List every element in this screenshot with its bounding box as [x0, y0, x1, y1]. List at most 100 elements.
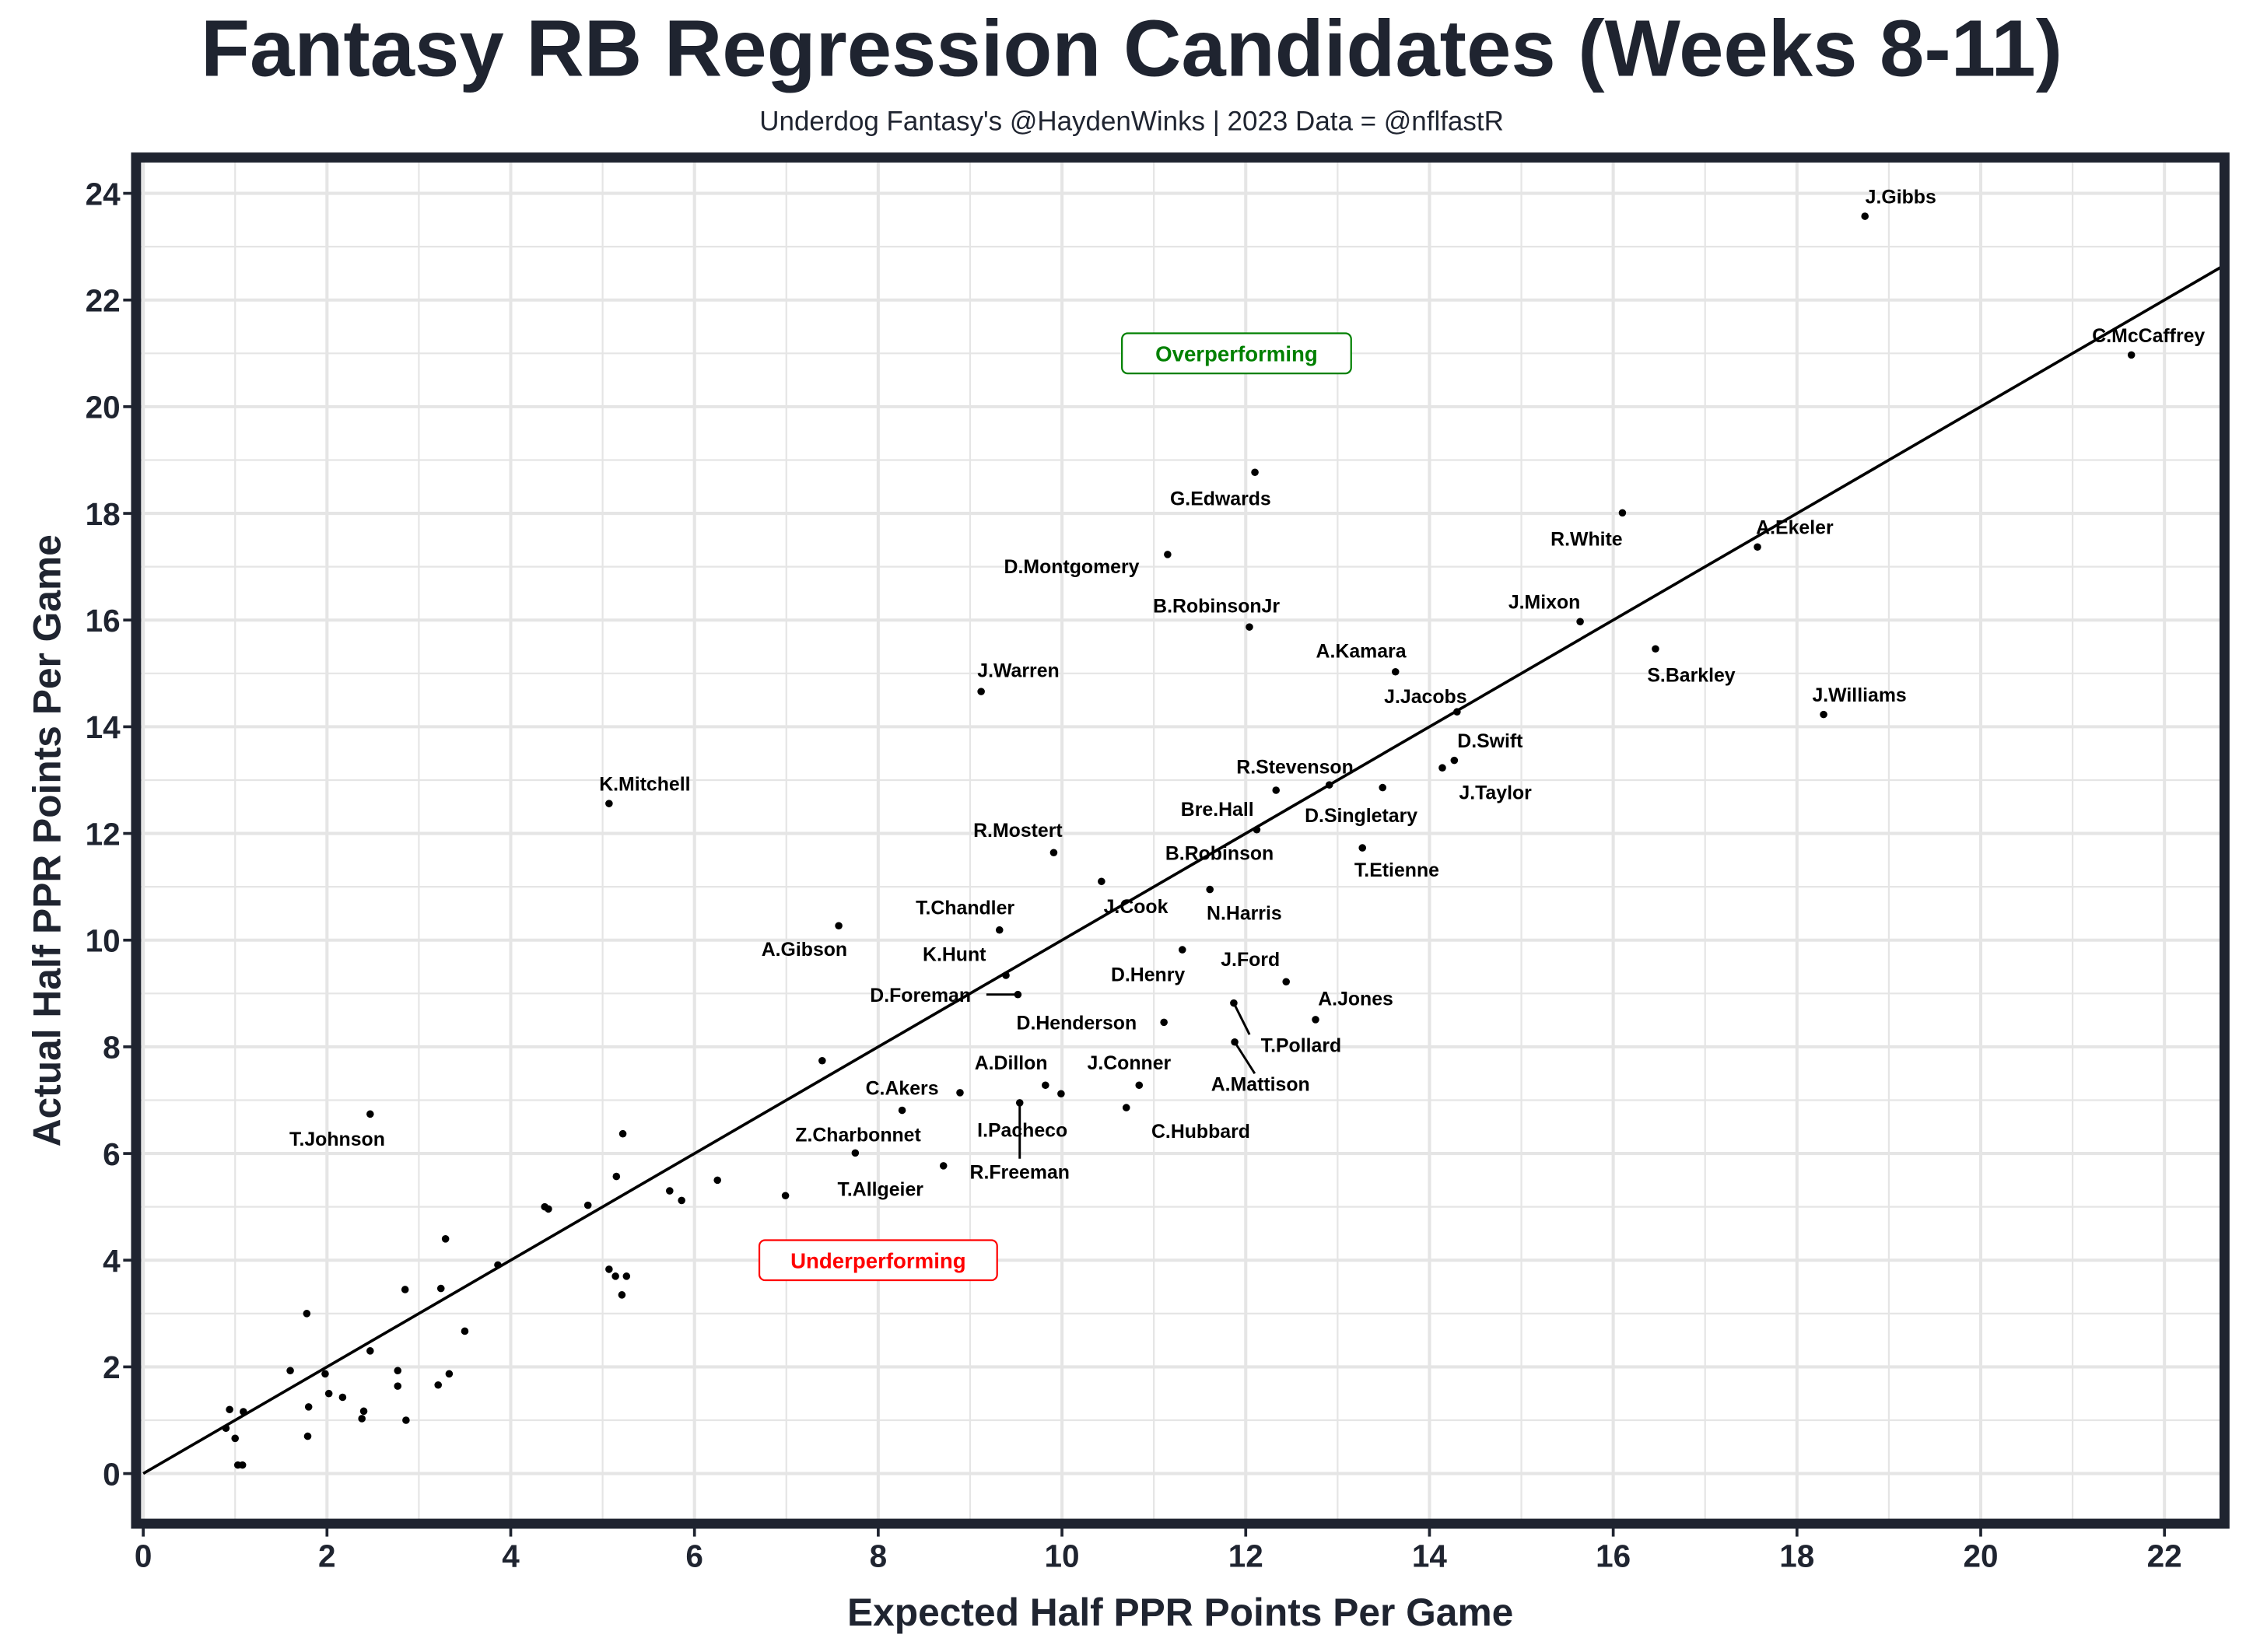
data-point [1391, 667, 1400, 676]
point-label: A.Jones [1318, 989, 1393, 1010]
data-point [1135, 1081, 1144, 1090]
data-point [366, 1110, 374, 1118]
point-label: J.Warren [977, 661, 1059, 682]
data-point [436, 1284, 445, 1293]
point-label: T.Etienne [1354, 860, 1439, 881]
x-tick-label: 0 [135, 1538, 152, 1573]
data-point [1754, 543, 1761, 551]
data-point [2127, 351, 2136, 359]
annotation-box [1121, 332, 1352, 375]
annotation-box [758, 1239, 998, 1282]
data-point [445, 1370, 454, 1378]
data-point [1325, 781, 1333, 789]
data-point [1312, 1016, 1319, 1024]
point-label: D.Singletary [1305, 806, 1417, 827]
data-point [226, 1405, 233, 1414]
data-point [1164, 551, 1172, 558]
point-label: K.Hunt [923, 945, 986, 966]
data-point [583, 1201, 592, 1209]
point-label: D.Henry [1111, 965, 1185, 986]
plot-panel-border [131, 152, 2230, 1529]
y-tick-label: 18 [86, 496, 121, 532]
point-label: J.Jacobs [1384, 687, 1466, 708]
x-tick-label: 8 [870, 1538, 888, 1573]
y-tick-label: 4 [103, 1243, 121, 1279]
data-point [851, 1149, 860, 1157]
data-point [713, 1176, 721, 1185]
data-point [231, 1434, 240, 1443]
y-tick-label: 2 [103, 1349, 121, 1385]
data-point [324, 1389, 333, 1398]
x-tick-label: 4 [502, 1538, 520, 1573]
data-point [1015, 1099, 1024, 1107]
point-label: A.Ekeler [1756, 518, 1834, 539]
x-tick-label: 14 [1412, 1538, 1448, 1573]
data-point [1453, 708, 1461, 716]
data-point [605, 800, 613, 807]
label-leader-line [1233, 1041, 1256, 1075]
point-label: D.Foreman [870, 985, 971, 1006]
y-tick-label: 16 [86, 603, 121, 639]
point-label: N.Harris [1207, 903, 1282, 924]
point-label: C.McCaffrey [2092, 326, 2205, 347]
point-label: J.Conner [1088, 1053, 1172, 1074]
data-point [1049, 849, 1058, 857]
point-label: A.Kamara [1316, 641, 1407, 662]
point-label: J.Gibbs [1866, 187, 1936, 208]
data-point [338, 1393, 347, 1402]
point-label: A.Mattison [1211, 1074, 1310, 1095]
data-point [612, 1172, 621, 1181]
data-point [1253, 825, 1261, 834]
data-point [1272, 786, 1281, 794]
data-point [303, 1310, 311, 1318]
point-label: K.Mitchell [599, 775, 690, 796]
data-point [1230, 999, 1238, 1007]
data-point [618, 1291, 626, 1299]
point-label: G.Edwards [1170, 489, 1271, 510]
data-point [238, 1461, 247, 1469]
y-axis-title: Actual Half PPR Points Per Game [25, 534, 68, 1146]
point-label: J.Cook [1104, 897, 1169, 918]
y-tick-label: 10 [86, 922, 121, 958]
reference-line [142, 264, 2225, 1475]
data-point [622, 1272, 631, 1280]
x-axis-title: Expected Half PPR Points Per Game [847, 1591, 1513, 1634]
data-point [1438, 764, 1446, 772]
point-label: I.Pacheco [977, 1121, 1067, 1142]
x-tick-label: 18 [1779, 1538, 1814, 1573]
y-tick-label: 12 [86, 816, 121, 852]
point-label: D.Henderson [1017, 1013, 1137, 1034]
point-label: D.Swift [1457, 731, 1522, 752]
data-point [321, 1370, 329, 1378]
data-point [1042, 1081, 1049, 1090]
data-point [461, 1327, 469, 1335]
data-point [222, 1424, 230, 1433]
data-point [1652, 645, 1659, 653]
annotation-label: Overperforming [1155, 341, 1318, 366]
data-point [303, 1432, 312, 1440]
point-label: S.Barkley [1647, 666, 1735, 687]
data-point [1379, 783, 1387, 792]
x-tick-label: 20 [1963, 1538, 1998, 1573]
data-point [995, 926, 1004, 934]
data-point [1861, 212, 1869, 220]
data-point [434, 1381, 442, 1389]
point-label: J.Ford [1221, 950, 1280, 971]
point-label: C.Hubbard [1151, 1122, 1250, 1143]
data-point [678, 1196, 685, 1205]
point-label: J.Mixon [1508, 593, 1580, 614]
label-leader-line [1232, 1003, 1251, 1035]
point-label: T.Pollard [1261, 1035, 1342, 1056]
data-point [1820, 710, 1827, 719]
y-tick-label: 22 [86, 282, 121, 318]
data-point [1251, 468, 1259, 477]
data-point [401, 1286, 409, 1293]
data-point [1206, 885, 1214, 894]
data-point [1618, 509, 1627, 517]
annotations: Overperforming Underperforming [758, 332, 1352, 1282]
y-tick-label: 24 [86, 176, 121, 212]
data-point [818, 1056, 826, 1065]
y-tick-label: 6 [103, 1136, 121, 1172]
data-point [1057, 1090, 1065, 1098]
point-label: R.Mostert [973, 821, 1063, 842]
